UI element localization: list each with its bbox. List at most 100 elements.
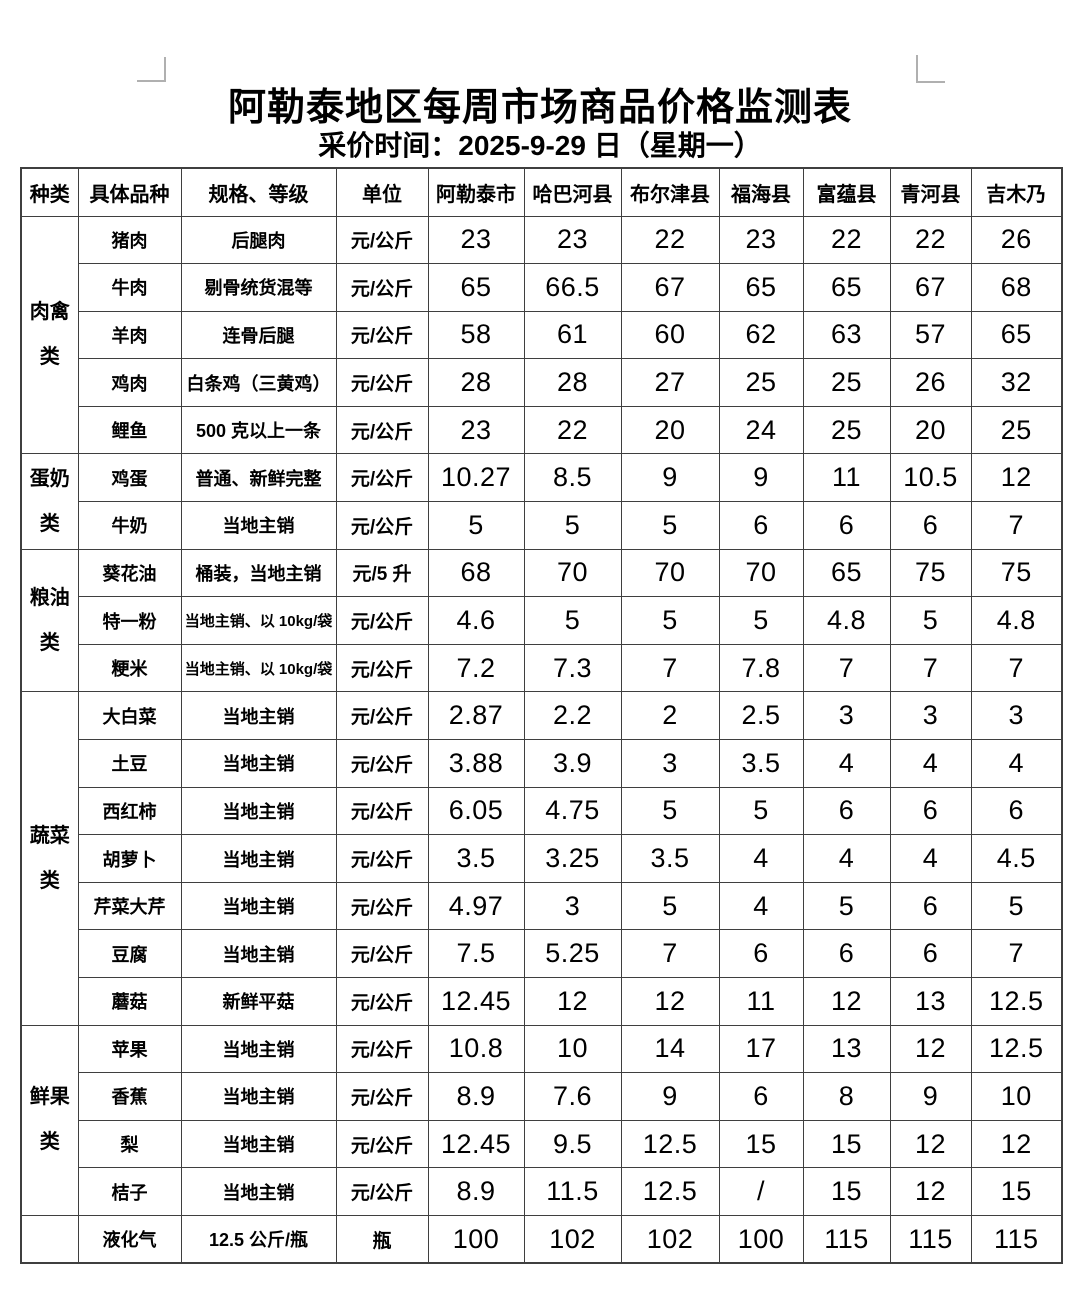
price-cell: 57	[889, 310, 972, 360]
price-cell: 7	[889, 643, 972, 693]
price-cell: 15	[718, 1119, 804, 1169]
table-row: 胡萝卜 当地主销 元/公斤 3.5 3.25 3.5 4 4 4 4.5	[21, 834, 1063, 883]
price-cell: 3.88	[427, 739, 525, 788]
table-row: 蘑菇 新鲜平菇 元/公斤 12.45 12 12 11 12 13 12.5	[21, 977, 1063, 1026]
spec-cell: 当地主销	[180, 1167, 337, 1216]
item-cell: 粳米	[77, 643, 182, 693]
unit-cell: 元/公斤	[335, 263, 429, 312]
price-cell: 7	[970, 929, 1063, 978]
table-row: 土豆 当地主销 元/公斤 3.88 3.9 3 3.5 4 4 4	[21, 739, 1063, 788]
spec-cell: 白条鸡（三黄鸡）	[180, 358, 337, 407]
table-row: 肉禽类 猪肉 后腿肉 元/公斤 23 23 22 23 22 22 26	[20, 215, 1063, 455]
category-cell	[20, 1214, 79, 1264]
item-cell: 鲤鱼	[77, 405, 182, 455]
table-row: 蔬菜类 大白菜 当地主销 元/公斤 2.87 2.2 2 2.5 3 3 3	[20, 691, 1063, 1026]
price-cell: 7	[620, 643, 720, 693]
table-row: 芹菜大芹 当地主销 元/公斤 4.97 3 5 4 5 6 5	[21, 881, 1063, 931]
category-cell: 粮油类	[20, 548, 79, 693]
spec-cell: 当地主销	[180, 1072, 337, 1121]
price-cell: 12.5	[620, 1167, 720, 1216]
price-cell: 5	[620, 881, 720, 931]
spec-cell: 当地主销	[180, 691, 337, 741]
unit-cell: 元/公斤	[335, 643, 429, 693]
price-cell: 2.2	[523, 691, 622, 741]
col-header-jeminay: 吉木乃	[970, 167, 1063, 217]
price-cell: 5	[427, 501, 525, 550]
price-cell: 7.2	[427, 643, 525, 693]
price-cell: 3.5	[620, 834, 720, 883]
price-cell: 22	[802, 215, 891, 265]
price-cell: 65	[718, 263, 804, 312]
table-row: 特一粉 当地主销、以 10kg/袋 元/公斤 4.6 5 5 5 4.8 5 4.8	[21, 596, 1063, 645]
spec-cell: 当地主销、以 10kg/袋	[180, 596, 337, 645]
price-cell: 100	[427, 1214, 525, 1264]
price-cell: 23	[427, 215, 525, 265]
price-cell: 12.45	[427, 977, 525, 1026]
price-cell: 10	[970, 1072, 1063, 1121]
price-cell: 65	[802, 548, 891, 598]
price-cell: 28	[427, 358, 525, 407]
item-cell: 苹果	[77, 1024, 182, 1074]
price-cell: 12.5	[620, 1119, 720, 1169]
price-cell: 15	[970, 1167, 1063, 1216]
spec-cell: 当地主销	[180, 929, 337, 978]
price-cell: /	[718, 1167, 804, 1216]
unit-cell: 元/公斤	[335, 1167, 429, 1216]
spec-cell: 当地主销	[180, 739, 337, 788]
category-label: 蔬菜类	[29, 824, 70, 892]
price-cell: 12	[802, 977, 891, 1026]
item-cell: 液化气	[77, 1214, 182, 1264]
price-cell: 12	[970, 453, 1063, 503]
item-cell: 猪肉	[77, 215, 182, 265]
price-cell: 102	[523, 1214, 622, 1264]
col-header-qinghe: 青河县	[889, 167, 972, 217]
price-cell: 5	[620, 786, 720, 836]
spec-cell: 12.5 公斤/瓶	[180, 1214, 337, 1264]
price-cell: 62	[718, 310, 804, 360]
price-cell: 12	[889, 1119, 972, 1169]
price-cell: 14	[620, 1024, 720, 1074]
price-cell: 6.05	[427, 786, 525, 836]
price-cell: 22	[523, 405, 622, 455]
price-cell: 12	[889, 1167, 972, 1216]
unit-cell: 元/公斤	[335, 453, 429, 503]
price-cell: 23	[523, 215, 622, 265]
price-cell: 6	[802, 786, 891, 836]
category-cell: 鲜果类	[20, 1024, 79, 1216]
page-margin-mark-right-icon	[916, 55, 945, 83]
price-cell: 4	[718, 881, 804, 931]
price-cell: 11	[718, 977, 804, 1026]
price-cell: 5	[718, 786, 804, 836]
price-cell: 3.5	[718, 739, 804, 788]
spec-cell: 当地主销	[180, 1024, 337, 1074]
price-cell: 10.8	[427, 1024, 525, 1074]
price-cell: 115	[970, 1214, 1063, 1264]
unit-cell: 元/公斤	[335, 691, 429, 741]
unit-cell: 元/公斤	[335, 834, 429, 883]
price-cell: 60	[620, 310, 720, 360]
price-cell: 68	[970, 263, 1063, 312]
price-cell: 6	[889, 881, 972, 931]
item-cell: 葵花油	[77, 548, 182, 598]
unit-cell: 元/公斤	[335, 310, 429, 360]
category-label: 肉禽类	[29, 300, 70, 368]
item-cell: 梨	[77, 1119, 182, 1169]
item-cell: 特一粉	[77, 596, 182, 645]
unit-cell: 元/公斤	[335, 881, 429, 931]
table-body: 肉禽类 猪肉 后腿肉 元/公斤 23 23 22 23 22 22 26 牛肉 剔骨统货混等 元/公斤 65…	[20, 215, 1063, 1264]
price-cell: 12.5	[970, 1024, 1063, 1074]
price-cell: 28	[523, 358, 622, 407]
price-cell: 3	[523, 881, 622, 931]
price-cell: 32	[970, 358, 1063, 407]
item-cell: 蘑菇	[77, 977, 182, 1026]
unit-cell: 元/5 升	[335, 548, 429, 598]
price-cell: 5	[718, 596, 804, 645]
price-cell: 61	[523, 310, 622, 360]
category-label: 粮油类	[29, 586, 70, 654]
price-cell: 3.9	[523, 739, 622, 788]
price-cell: 8.9	[427, 1072, 525, 1121]
price-cell: 7.8	[718, 643, 804, 693]
price-cell: 9.5	[523, 1119, 622, 1169]
unit-cell: 元/公斤	[335, 1119, 429, 1169]
